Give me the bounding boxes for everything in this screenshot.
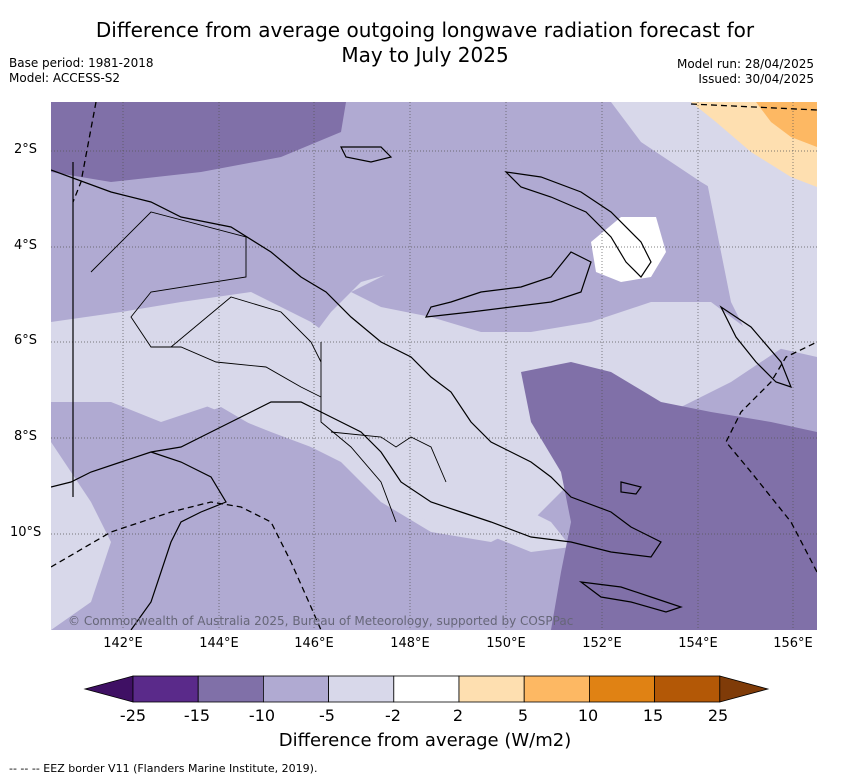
colorbar-tick: -15 (183, 706, 211, 725)
colorbar-segment (262, 675, 329, 703)
lat-label: 8°S (14, 429, 38, 444)
coast-manus (340, 146, 393, 163)
coast-woodlark (620, 481, 643, 495)
colorbar-segment (197, 675, 264, 703)
meta-right: Model run: 28/04/2025 Issued: 30/04/2025 (677, 57, 814, 87)
title-line-1: Difference from average outgoing longwav… (95, 18, 755, 42)
colorbar-extend-high (719, 675, 770, 703)
colorbar-segment (132, 675, 199, 703)
colorbar-tick: -5 (319, 706, 335, 725)
coast-louisiade (578, 581, 683, 613)
map-panel (51, 102, 817, 630)
colorbar-tick: 5 (517, 706, 529, 725)
coast-bougainville (719, 305, 793, 388)
lon-label: 150°E (486, 636, 526, 651)
colorbar-segment (654, 675, 721, 703)
lon-label: 156°E (773, 636, 813, 651)
lon-label: 142°E (103, 636, 143, 651)
fill-dark-purple-se (521, 362, 817, 630)
colorbar-segment (393, 675, 460, 703)
colorbar-title: Difference from average (W/m2) (278, 730, 572, 751)
fill-mid-orange (756, 102, 817, 147)
colorbar-segment (328, 675, 395, 703)
colorbar-segment (523, 675, 590, 703)
coast-new-britain (424, 251, 592, 318)
lat-label: 2°S (14, 142, 38, 157)
lat-label: 4°S (14, 238, 38, 253)
coast-new-guinea (51, 169, 662, 558)
colorbar-tick: 10 (577, 706, 599, 725)
lon-label: 154°E (678, 636, 718, 651)
fill-white-patch (591, 217, 666, 282)
colorbar-segment (588, 675, 655, 703)
colorbar-tick: 25 (707, 706, 729, 725)
lat-label: 6°S (14, 333, 38, 348)
colorbar-tick: 2 (452, 706, 464, 725)
map-svg (51, 102, 817, 630)
coastlines (51, 146, 793, 630)
map-title: Difference from average outgoing longwav… (0, 18, 850, 68)
fill-dark-purple-nw (51, 102, 346, 182)
fill-light-west (51, 442, 111, 630)
colorbar-tick: 15 (642, 706, 664, 725)
eez-legend-note: -- -- -- EEZ border V11 (Flanders Marine… (9, 762, 318, 775)
model-name: Model: ACCESS-S2 (9, 71, 121, 85)
colorbar (83, 675, 770, 703)
colorbar-tick: -2 (385, 706, 401, 725)
colorbar-tick: -10 (248, 706, 276, 725)
base-period: Base period: 1981-2018 (9, 56, 154, 70)
colorbar-tick: -25 (119, 706, 147, 725)
graticule (51, 102, 817, 630)
coast-new-ireland (504, 171, 652, 278)
copyright-notice: © Commonwealth of Australia 2025, Bureau… (68, 614, 574, 628)
lon-label: 152°E (582, 636, 622, 651)
lat-label: 10°S (10, 525, 42, 540)
lon-label: 146°E (294, 636, 334, 651)
province-borders (90, 211, 447, 523)
colorbar-segments (83, 675, 770, 703)
fill-medium-lavender-east (351, 102, 817, 337)
coast-gulf (130, 451, 227, 630)
colorbar-segment (458, 675, 525, 703)
lon-label: 148°E (390, 636, 430, 651)
issued-date: Issued: 30/04/2025 (698, 72, 814, 86)
colorbar-extend-low (83, 675, 134, 703)
fill-medium-lavender-gulf (51, 407, 491, 630)
lon-label: 144°E (199, 636, 239, 651)
title-line-2: May to July 2025 (341, 43, 509, 67)
eez-borders (51, 102, 817, 630)
meta-left: Base period: 1981-2018 Model: ACCESS-S2 (9, 56, 154, 86)
model-run: Model run: 28/04/2025 (676, 57, 814, 71)
